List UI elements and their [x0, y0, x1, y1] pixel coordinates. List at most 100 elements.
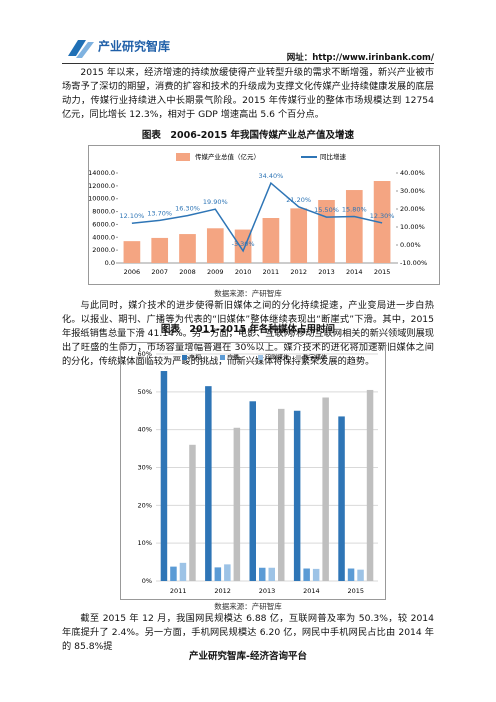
y-tick-label: 60%	[138, 350, 152, 358]
bar	[262, 218, 280, 263]
data-label: 13.70%	[147, 209, 172, 217]
bar	[322, 397, 329, 581]
y-tick-label: 20%	[138, 501, 152, 509]
bar	[205, 386, 212, 581]
legend-swatch	[296, 355, 301, 360]
line	[131, 181, 383, 253]
data-label: 12.30%	[370, 212, 395, 220]
y2-tick-label: 10.00%	[400, 223, 425, 231]
y-tick-label: 6000.0	[92, 220, 115, 228]
y-tick-label: 10000.0	[88, 195, 115, 203]
bar	[303, 568, 310, 581]
x-tick-label: 2015	[374, 268, 391, 276]
bar	[278, 408, 285, 581]
y-tick-label: 50%	[138, 388, 152, 396]
bar	[347, 568, 355, 581]
x-tick-label: 2011	[170, 587, 187, 595]
bar	[312, 568, 320, 581]
data-label: 15.50%	[314, 206, 339, 214]
bar	[293, 410, 301, 581]
y-tick-label: 2000.0	[92, 246, 115, 254]
y2-tick-label: -10.00%	[400, 259, 427, 267]
data-label: 15.80%	[342, 206, 367, 214]
x-tick-label: 2012	[214, 587, 231, 595]
x-tick-label: 2007	[151, 268, 168, 276]
y2-tick-label: 20.00%	[400, 205, 425, 213]
bar	[170, 566, 177, 581]
logo-icon	[68, 40, 86, 56]
bar	[249, 401, 256, 581]
data-label: 21.20%	[286, 196, 311, 204]
footer: 产业研究智库-经济咨询平台	[189, 651, 307, 662]
bar	[366, 389, 374, 581]
y-tick-label: 4000.0	[92, 233, 115, 241]
site-url: 网址：http://www.irinbank.com/	[286, 53, 434, 63]
bar	[373, 181, 391, 263]
logo: 产业研究智库	[68, 39, 170, 58]
y-tick-label: 12000.0	[88, 182, 115, 190]
bar	[189, 444, 196, 581]
legend-label: 电视	[189, 354, 201, 362]
bar	[345, 190, 363, 263]
bar	[206, 228, 224, 263]
x-tick-label: 2015	[348, 587, 365, 595]
y2-tick-label: 0.00%	[400, 241, 421, 249]
paragraph: 与此同时，媒介技术的进步使得新旧媒体之间的分化持续提速，产业变局进一步白热化。以…	[62, 300, 434, 367]
x-tick-label: 2006	[124, 268, 141, 276]
bar	[290, 208, 308, 263]
chart-border	[88, 145, 440, 285]
chart: 0.0 2000.0 4000.0 6000.0 8000.0 10000.0 12000.…	[88, 145, 440, 285]
bar	[234, 229, 252, 263]
x-tick-label: 2014	[346, 268, 363, 276]
y-tick-label: 0%	[142, 577, 152, 585]
data-label: 16.30%	[175, 205, 200, 213]
legend-label: 广播	[227, 354, 239, 362]
data-label: 34.40%	[259, 172, 284, 180]
figure-caption: 图表 2011-2015 年各种媒体占用时间	[160, 324, 336, 335]
x-tick-label: 2011	[263, 268, 280, 276]
bar	[160, 371, 168, 581]
bar	[338, 416, 345, 581]
chart-border	[120, 342, 386, 600]
paragraph: 截至 2015 年 12 月，我国网民规模达 6.88 亿，互联网普及率为 50…	[62, 613, 434, 652]
x-tick-label: 2009	[207, 268, 224, 276]
x-tick-label: 2013	[318, 268, 335, 276]
legend-label: 传媒产业总值（亿元）	[195, 152, 260, 161]
bar	[224, 564, 231, 581]
bar	[151, 237, 169, 263]
bar	[214, 567, 222, 581]
bar	[259, 567, 266, 581]
y-tick-label: 40%	[138, 426, 152, 434]
x-tick-label: 2013	[259, 587, 276, 595]
legend-label: 印刷媒体	[265, 354, 289, 362]
paragraph: 2015 年以来，经济增速的持续放缓使得产业转型升级的需求不断增强，新兴产业被市…	[62, 67, 434, 120]
logo-text: 产业研究智库	[98, 39, 170, 54]
figure-caption: 图表 2006-2015 年我国传媒产业总产值及增速	[141, 130, 355, 141]
bar	[357, 569, 364, 581]
bar	[233, 427, 241, 581]
logo-icon	[76, 42, 94, 58]
figure-source: 数据来源：产研智库	[214, 602, 282, 611]
header-rule	[62, 63, 434, 64]
y-tick-label: 0.0	[105, 259, 115, 267]
y2-tick-label: 30.00%	[400, 187, 425, 195]
y-tick-label: 8000.0	[92, 208, 115, 216]
x-tick-label: 2010	[235, 268, 252, 276]
legend-swatch	[220, 355, 225, 360]
data-label: 12.10%	[120, 212, 145, 220]
data-label: 19.90%	[203, 198, 228, 206]
legend-swatch	[176, 153, 190, 161]
legend-swatch	[258, 355, 263, 360]
legend-swatch	[182, 355, 187, 360]
figure-source: 数据来源：产研智库	[214, 289, 282, 298]
x-tick-label: 2008	[179, 268, 196, 276]
legend-label: 同比增速	[320, 152, 347, 161]
bar	[123, 241, 141, 263]
bar	[179, 562, 187, 581]
legend-label: 数字媒体	[303, 354, 327, 362]
x-tick-label: 2012	[290, 268, 307, 276]
y-tick-label: 30%	[138, 464, 152, 472]
x-tick-label: 2014	[303, 587, 320, 595]
chart: 0% 10% 20% 30% 40% 50% 60% 2011 2012 2013 2014 2015…	[120, 342, 386, 600]
y2-tick-label: 40.00%	[400, 169, 425, 177]
